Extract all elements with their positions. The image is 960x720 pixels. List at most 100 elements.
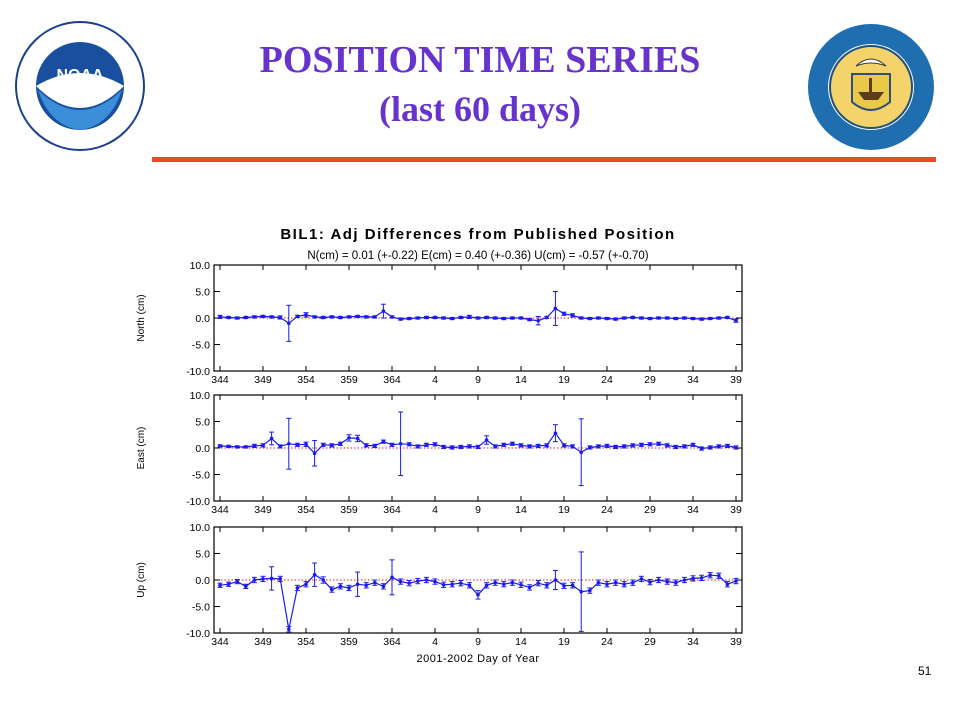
data-point: [416, 444, 420, 449]
y-tick-label: -10.0: [186, 366, 210, 378]
data-point: [252, 578, 257, 582]
data-point: [622, 444, 626, 449]
data-point: [510, 441, 515, 446]
data-point: [682, 578, 687, 582]
data-point: [450, 445, 455, 450]
data-point: [717, 444, 721, 449]
data-point: [596, 316, 601, 320]
data-point: [536, 581, 540, 585]
data-point: [347, 436, 351, 440]
data-point: [579, 316, 583, 320]
data-point: [588, 445, 592, 450]
data-point: [450, 582, 455, 587]
data-point: [338, 441, 343, 446]
data-point: [355, 582, 360, 587]
data-point: [467, 444, 472, 449]
data-point: [527, 317, 532, 322]
data-point: [639, 316, 644, 320]
data-point: [235, 579, 239, 584]
data-point: [545, 315, 549, 320]
data-point: [665, 316, 669, 320]
data-point: [734, 445, 738, 450]
data-point: [476, 316, 480, 320]
data-point: [407, 316, 412, 321]
data-point: [631, 315, 635, 320]
data-point: [269, 576, 274, 581]
data-point: [338, 315, 343, 320]
data-point: [330, 443, 334, 448]
y-axis-label-1: North (cm): [136, 294, 147, 341]
data-point: [244, 445, 248, 449]
x-tick-label: 354: [297, 636, 315, 648]
data-point: [364, 583, 368, 588]
data-point: [691, 316, 695, 321]
data-point: [545, 443, 549, 448]
data-point: [278, 315, 282, 320]
data-point: [373, 444, 377, 448]
data-point: [665, 443, 669, 448]
data-point: [287, 321, 291, 326]
data-point: [527, 444, 532, 449]
data-point: [330, 315, 334, 319]
data-point: [441, 582, 446, 587]
data-point: [244, 584, 248, 589]
data-point: [235, 316, 239, 320]
data-point: [502, 443, 506, 447]
data-point: [312, 451, 317, 456]
data-point: [330, 587, 334, 592]
data-point: [278, 444, 282, 449]
data-point: [269, 315, 274, 319]
data-point: [467, 583, 472, 588]
x-tick-label: 29: [644, 374, 656, 386]
x-tick-label: 34: [687, 636, 699, 648]
data-point: [708, 316, 712, 321]
x-tick-label: 9: [475, 374, 481, 386]
data-point: [613, 580, 618, 585]
data-point: [674, 445, 678, 449]
data-point: [579, 589, 583, 594]
data-point: [562, 584, 566, 588]
data-point: [407, 581, 412, 585]
data-point: [226, 582, 231, 587]
data-point: [656, 578, 661, 582]
data-point: [450, 316, 455, 321]
data-point: [510, 580, 515, 585]
data-point: [588, 316, 592, 321]
data-point: [699, 317, 704, 321]
x-tick-label: 24: [601, 374, 613, 386]
data-point: [484, 315, 489, 320]
y-tick-label: 0.0: [195, 313, 210, 325]
x-tick-label: 14: [515, 636, 527, 648]
data-point: [639, 577, 644, 581]
data-point: [631, 580, 635, 585]
y-tick-label: 5.0: [195, 549, 210, 561]
x-tick-label: 9: [475, 504, 481, 516]
data-point: [218, 315, 222, 319]
data-point: [596, 444, 601, 449]
x-tick-label: 4: [432, 504, 438, 516]
data-point: [622, 582, 626, 587]
data-point: [553, 578, 558, 582]
data-point: [493, 444, 498, 449]
data-point: [398, 579, 403, 584]
data-point: [424, 578, 429, 582]
y-tick-label: 0.0: [195, 443, 210, 455]
data-point: [252, 444, 257, 448]
data-point: [304, 313, 308, 317]
data-point: [218, 444, 222, 448]
title-divider: [152, 157, 936, 162]
data-point: [682, 444, 687, 449]
data-point: [725, 444, 730, 448]
data-point: [295, 586, 300, 590]
data-point: [493, 580, 498, 585]
x-tick-label: 349: [254, 504, 272, 516]
data-point: [287, 441, 291, 446]
data-point: [390, 575, 394, 580]
x-tick-label: 14: [515, 374, 527, 386]
data-point: [373, 580, 377, 585]
x-tick-label: 39: [730, 504, 742, 516]
data-point: [717, 316, 721, 320]
data-point: [226, 444, 231, 449]
data-point: [519, 582, 523, 587]
data-point: [398, 441, 403, 446]
